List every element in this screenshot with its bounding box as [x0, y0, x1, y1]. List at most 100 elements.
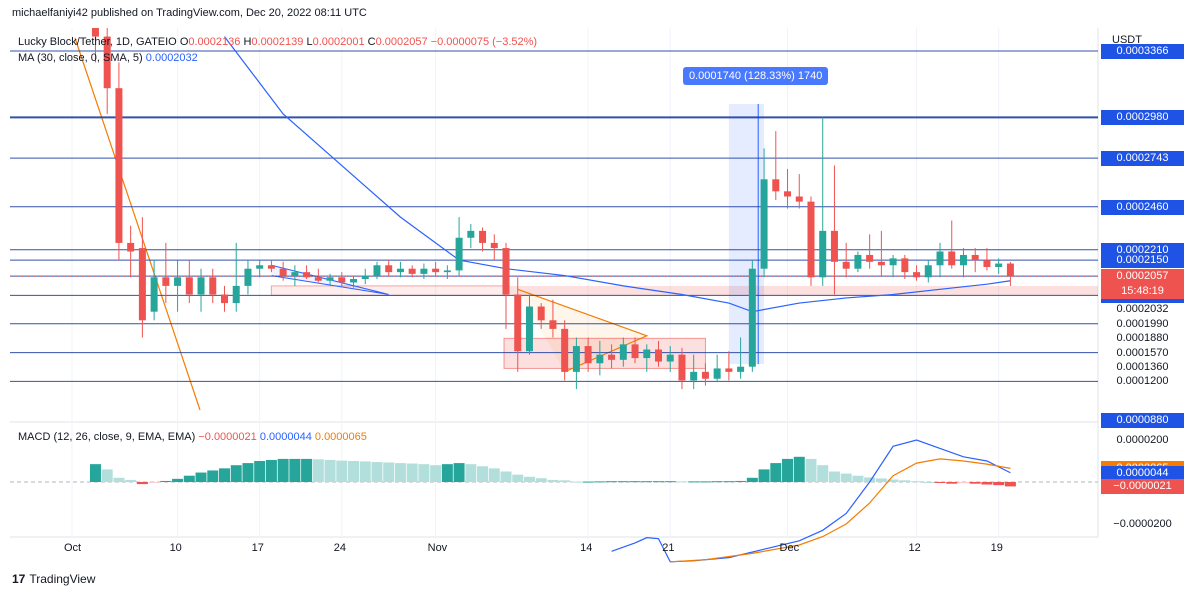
price-price-tag[interactable]: 0.0001200	[1116, 375, 1169, 388]
macd-histogram-bar	[113, 477, 125, 482]
macd-histogram-bar	[477, 466, 489, 482]
candle-body	[760, 179, 768, 269]
macd-histogram-bar	[312, 459, 324, 482]
time-axis-label: 14	[580, 542, 593, 554]
candle-body	[690, 371, 698, 381]
candle-body	[150, 277, 158, 312]
high-value: 0.0002139	[251, 36, 304, 48]
macd-histogram-bar	[594, 481, 606, 483]
candle-body	[959, 254, 967, 266]
candle-body	[174, 277, 182, 286]
macd-histogram-bar	[172, 478, 184, 482]
symbol-name[interactable]: Lucky Block/Tether, 1D, GATEIO	[18, 36, 177, 48]
candle-body	[408, 268, 416, 274]
macd-histogram-bar	[559, 480, 571, 482]
price-price-tag[interactable]: 0.0002460	[1101, 199, 1184, 215]
price-price-tag[interactable]: 0.0000880	[1101, 413, 1184, 428]
candle-body	[889, 258, 897, 266]
candle-body	[350, 279, 358, 283]
macd-histogram-bar	[324, 459, 336, 482]
macd-histogram-bar	[817, 465, 829, 482]
candle-body	[115, 88, 123, 243]
footer-text: TradingView	[29, 572, 96, 586]
macd-histogram-bar	[512, 474, 524, 482]
time-axis-label: 19	[990, 542, 1003, 554]
macd-histogram-bar	[887, 479, 899, 482]
macd-price-tag[interactable]: 0.0000200	[1116, 434, 1169, 446]
macd-histogram-bar	[523, 476, 535, 482]
candle-body	[631, 344, 639, 359]
macd-line	[611, 439, 1011, 563]
trendline-orange	[74, 37, 201, 411]
macd-histogram-bar	[899, 480, 911, 482]
candle-body	[643, 349, 651, 359]
time-axis-label: Nov	[427, 542, 448, 554]
macd-histogram-bar	[441, 464, 453, 482]
macd-histogram-bar	[758, 469, 770, 482]
candle-body	[819, 230, 827, 278]
candle-body	[220, 294, 228, 304]
candle-body	[467, 230, 475, 238]
candle-body	[866, 254, 874, 262]
footer-brand[interactable]: 17 TradingView	[12, 572, 95, 586]
candle-body	[655, 349, 662, 362]
macd-histogram-bar	[488, 468, 500, 482]
candle-body	[936, 251, 944, 266]
macd-signal-value: 0.0000065	[314, 431, 367, 443]
macd-histogram-bar	[465, 464, 477, 482]
candle-body	[373, 265, 381, 276]
macd-legend[interactable]: MACD (12, 26, close, 9, EMA, EMA) −0.000…	[18, 431, 367, 443]
price-price-tag[interactable]: 0.0001570	[1116, 346, 1169, 359]
candle-body	[127, 242, 135, 252]
macd-histogram-bar	[828, 471, 840, 482]
candle-body	[737, 366, 745, 372]
symbol-legend: Lucky Block/Tether, 1D, GATEIO O0.000213…	[18, 36, 537, 48]
candle-body	[807, 201, 815, 278]
candle-body	[209, 277, 217, 295]
candle-body	[830, 230, 838, 262]
candle-body	[572, 346, 580, 372]
macd-histogram-bar	[746, 477, 758, 482]
macd-price-tag[interactable]: −0.0000021	[1101, 479, 1184, 495]
price-price-tag[interactable]: 0.0002032	[1116, 303, 1169, 316]
price-price-tag[interactable]: 0.0003366	[1101, 44, 1184, 60]
macd-histogram-bar	[676, 481, 688, 483]
macd-histogram-bar	[793, 456, 805, 482]
price-price-tag[interactable]: 0.0001990	[1116, 317, 1169, 330]
demand-zone	[503, 337, 706, 369]
macd-price-tag[interactable]: 0.0000044	[1101, 465, 1184, 481]
candle-body	[502, 248, 510, 295]
candle-body	[396, 268, 404, 273]
price-price-tag[interactable]: 0.0002150	[1101, 253, 1184, 269]
macd-histogram-bar	[430, 465, 442, 482]
time-axis-label: Oct	[64, 542, 82, 554]
macd-histogram-bar	[160, 480, 172, 482]
macd-price-tag[interactable]: −0.0000200	[1113, 518, 1172, 530]
ma-legend[interactable]: MA (30, close, 0, SMA, 5) 0.0002032	[18, 52, 198, 64]
candle-body	[877, 261, 885, 266]
macd-histogram-bar	[125, 479, 137, 482]
ma-label: MA (30, close, 0, SMA, 5)	[18, 52, 143, 64]
macd-histogram-bar	[547, 479, 559, 482]
candle-body	[537, 306, 545, 321]
macd-histogram-bar	[371, 462, 383, 482]
candle-body	[279, 268, 287, 276]
price-price-tag[interactable]: 0.0002743	[1101, 151, 1184, 167]
macd-histogram-bar	[254, 461, 266, 482]
time-axis-label: 12	[908, 542, 921, 554]
triangle-pattern	[517, 288, 649, 373]
price-price-tag[interactable]: 0.0001360	[1116, 361, 1169, 374]
macd-histogram-bar	[500, 471, 512, 482]
price-price-tag[interactable]: 0.0002980	[1101, 110, 1184, 126]
macd-hist-value: −0.0000021	[198, 431, 257, 443]
currency-label[interactable]: USDT	[1112, 34, 1142, 46]
candle-body	[701, 371, 709, 379]
open-value: 0.0002136	[188, 36, 241, 48]
price-price-tag[interactable]: 0.0002057	[1101, 269, 1184, 285]
macd-histogram-bar	[770, 463, 782, 482]
time-axis-label: 10	[169, 542, 182, 554]
candle-body	[795, 196, 803, 202]
macd-histogram-bar	[852, 475, 864, 482]
price-price-tag[interactable]: 0.0001880	[1116, 332, 1169, 345]
